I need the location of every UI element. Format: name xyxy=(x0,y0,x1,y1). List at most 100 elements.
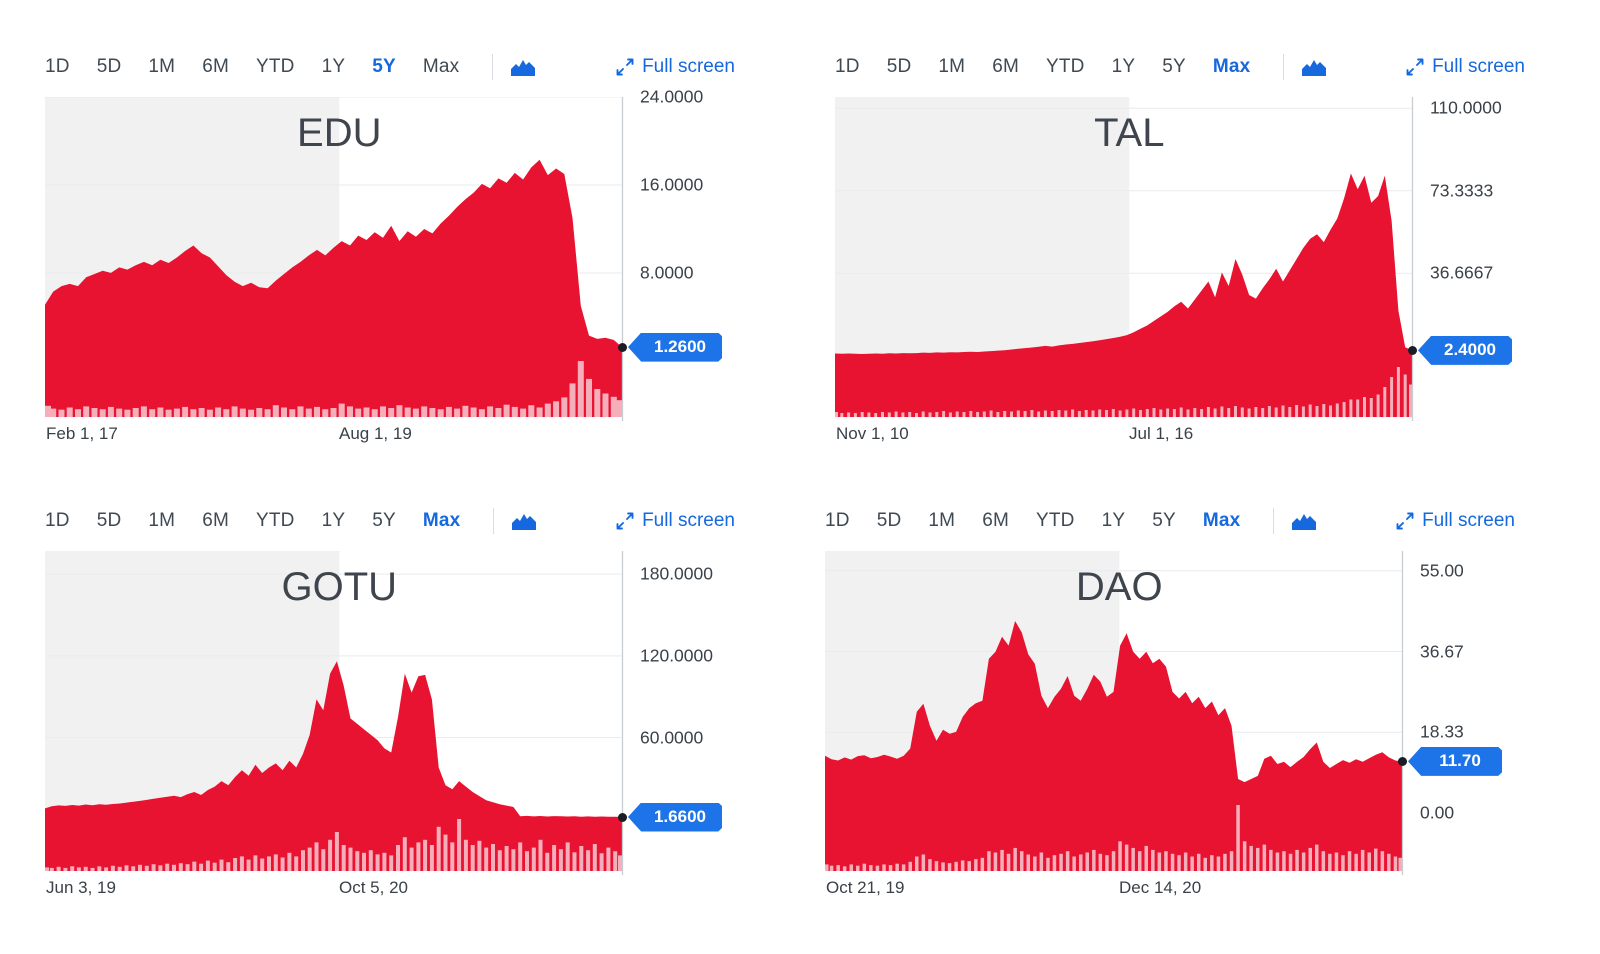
range-button-ytd[interactable]: YTD xyxy=(1036,510,1075,531)
y-axis-label: 180.0000 xyxy=(640,563,713,584)
range-button-1d[interactable]: 1D xyxy=(825,510,850,531)
range-button-5d[interactable]: 5D xyxy=(886,56,912,77)
fullscreen-label: Full screen xyxy=(1432,56,1525,77)
x-axis: Feb 1, 17 Aug 1, 19 xyxy=(45,424,622,446)
range-button-6m[interactable]: 6M xyxy=(202,510,229,531)
range-button-max[interactable]: Max xyxy=(422,510,461,531)
price-area-series xyxy=(835,173,1412,417)
x-axis-label: Jun 3, 19 xyxy=(46,878,116,897)
fullscreen-label: Full screen xyxy=(642,56,735,77)
chart-cell-edu: 1D 5D 1M 6M YTD 1Y 5Y Max Full screen EDU 24.0000 1… xyxy=(45,52,735,443)
range-button-5d[interactable]: 5D xyxy=(876,510,902,531)
fullscreen-button[interactable]: Full screen xyxy=(616,510,735,532)
chart-toolbar: 1D 5D 1M 6M YTD 1Y 5Y Max Full screen xyxy=(825,506,1515,536)
volume-bars xyxy=(825,805,1402,871)
chart-cell-dao: 1D 5D 1M 6M YTD 1Y 5Y Max Full screen DAO 55.00 36.… xyxy=(825,506,1515,897)
range-button-6m[interactable]: 6M xyxy=(982,510,1009,531)
expand-icon xyxy=(1406,58,1424,76)
range-button-1d[interactable]: 1D xyxy=(835,56,860,77)
toolbar-divider xyxy=(493,508,495,534)
x-axis-label: Nov 1, 10 xyxy=(836,424,909,443)
range-button-5y[interactable]: 5Y xyxy=(372,56,396,77)
range-button-1y[interactable]: 1Y xyxy=(1111,56,1136,77)
x-axis-label: Dec 14, 20 xyxy=(1119,878,1202,897)
range-button-1y[interactable]: 1Y xyxy=(1101,510,1126,531)
range-button-5y[interactable]: 5Y xyxy=(1162,56,1186,77)
range-button-5d[interactable]: 5D xyxy=(96,510,122,531)
area-chart-icon[interactable] xyxy=(1292,513,1317,530)
x-axis: Nov 1, 10 Jul 1, 16 xyxy=(835,424,1412,446)
chart-toolbar: 1D 5D 1M 6M YTD 1Y 5Y Max Full screen xyxy=(45,506,735,536)
price-chart: DAO 55.00 36.67 18.33 0.00 11.70 xyxy=(825,551,1515,875)
fullscreen-button[interactable]: Full screen xyxy=(616,56,735,78)
price-area-series xyxy=(45,661,622,871)
price-chart: GOTU 180.0000 120.0000 60.0000 1.6600 xyxy=(45,551,735,875)
y-axis-label: 36.67 xyxy=(1420,641,1464,661)
last-price-badge: 2.4000 xyxy=(1418,335,1512,365)
y-axis-label: 24.0000 xyxy=(640,86,704,107)
range-button-1m[interactable]: 1M xyxy=(938,56,966,77)
chart-title: TAL xyxy=(1094,111,1165,155)
last-price-badge: 1.6600 xyxy=(628,802,722,832)
expand-icon xyxy=(1396,512,1414,530)
chart-cell-tal: 1D 5D 1M 6M YTD 1Y 5Y Max Full screen TAL 110.0000… xyxy=(835,52,1525,443)
last-price-marker xyxy=(617,342,627,352)
range-button-5y[interactable]: 5Y xyxy=(372,510,396,531)
y-axis-label: 36.6667 xyxy=(1430,262,1494,283)
fullscreen-button[interactable]: Full screen xyxy=(1406,56,1525,78)
area-chart-icon[interactable] xyxy=(1302,59,1327,76)
y-axis-label: 60.0000 xyxy=(640,727,704,748)
range-button-1d[interactable]: 1D xyxy=(45,56,70,77)
y-axis-label: 8.0000 xyxy=(640,262,694,283)
y-axis-label: 55.00 xyxy=(1420,560,1464,581)
x-axis: Jun 3, 19 Oct 5, 20 xyxy=(45,878,622,900)
price-chart-canvas xyxy=(825,551,1404,875)
toolbar-divider xyxy=(492,54,494,80)
chart-toolbar: 1D 5D 1M 6M YTD 1Y 5Y Max Full screen xyxy=(45,52,735,82)
range-button-max[interactable]: Max xyxy=(1212,56,1251,77)
range-button-ytd[interactable]: YTD xyxy=(256,56,295,77)
range-button-1y[interactable]: 1Y xyxy=(321,510,346,531)
range-button-ytd[interactable]: YTD xyxy=(256,510,295,531)
expand-icon xyxy=(616,512,634,530)
range-button-6m[interactable]: 6M xyxy=(992,56,1019,77)
y-axis-label: 0.00 xyxy=(1420,802,1455,823)
fullscreen-label: Full screen xyxy=(1422,510,1515,531)
range-button-ytd[interactable]: YTD xyxy=(1046,56,1085,77)
range-button-1y[interactable]: 1Y xyxy=(321,56,346,77)
range-button-1m[interactable]: 1M xyxy=(148,56,176,77)
last-price-marker xyxy=(1397,756,1407,766)
chart-title: DAO xyxy=(1075,565,1163,609)
y-axis-label: 120.0000 xyxy=(640,645,713,666)
y-axis-label: 16.0000 xyxy=(640,174,704,195)
range-button-5y[interactable]: 5Y xyxy=(1152,510,1176,531)
range-button-5d[interactable]: 5D xyxy=(96,56,122,77)
area-chart-icon[interactable] xyxy=(511,59,536,76)
range-button-1d[interactable]: 1D xyxy=(45,510,70,531)
price-chart-canvas xyxy=(45,551,624,875)
range-button-1m[interactable]: 1M xyxy=(928,510,956,531)
last-price-badge: 11.70 xyxy=(1408,746,1502,776)
chart-toolbar: 1D 5D 1M 6M YTD 1Y 5Y Max Full screen xyxy=(835,52,1525,82)
x-axis-label: Oct 5, 20 xyxy=(339,878,408,897)
area-chart-icon[interactable] xyxy=(512,513,537,530)
volume-bars xyxy=(835,367,1412,417)
x-axis-label: Aug 1, 19 xyxy=(339,424,412,443)
price-chart-canvas xyxy=(45,97,624,421)
x-axis-label: Oct 21, 19 xyxy=(826,878,905,897)
x-axis-label: Feb 1, 17 xyxy=(46,424,118,443)
range-button-6m[interactable]: 6M xyxy=(202,56,229,77)
price-area-series xyxy=(45,159,622,417)
volume-bars xyxy=(45,819,622,871)
fullscreen-label: Full screen xyxy=(642,510,735,531)
chart-title: GOTU xyxy=(281,565,398,609)
chart-cell-gotu: 1D 5D 1M 6M YTD 1Y 5Y Max Full screen GOTU 180.000… xyxy=(45,506,735,897)
range-button-max[interactable]: Max xyxy=(1202,510,1241,531)
y-axis-label: 110.0000 xyxy=(1430,97,1502,118)
x-axis-label: Jul 1, 16 xyxy=(1129,424,1194,443)
range-button-1m[interactable]: 1M xyxy=(148,510,176,531)
x-axis: Oct 21, 19 Dec 14, 20 xyxy=(825,878,1402,900)
last-price-badge: 1.2600 xyxy=(628,332,722,362)
range-button-max[interactable]: Max xyxy=(422,56,460,77)
fullscreen-button[interactable]: Full screen xyxy=(1396,510,1515,532)
